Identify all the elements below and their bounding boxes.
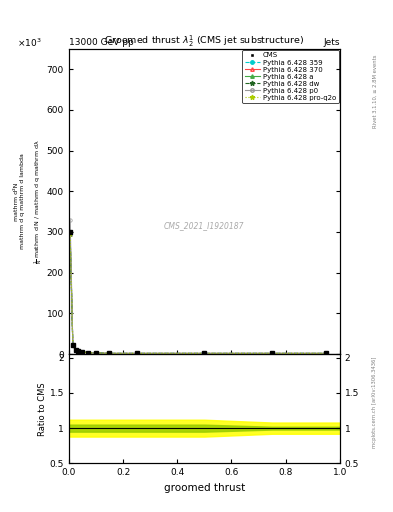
- Text: Rivet 3.1.10, ≥ 2.8M events: Rivet 3.1.10, ≥ 2.8M events: [373, 55, 378, 128]
- Text: mcplots.cern.ch [arXiv:1306.3436]: mcplots.cern.ch [arXiv:1306.3436]: [373, 356, 378, 448]
- Y-axis label: Ratio to CMS: Ratio to CMS: [38, 382, 47, 436]
- Text: Jets: Jets: [323, 38, 340, 47]
- Legend: CMS, Pythia 6.428 359, Pythia 6.428 370, Pythia 6.428 a, Pythia 6.428 dw, Pythia: CMS, Pythia 6.428 359, Pythia 6.428 370,…: [242, 50, 338, 103]
- Text: $\times 10^3$: $\times 10^3$: [17, 36, 42, 49]
- Title: Groomed thrust $\lambda_2^1$ (CMS jet substructure): Groomed thrust $\lambda_2^1$ (CMS jet su…: [104, 33, 305, 49]
- X-axis label: groomed thrust: groomed thrust: [164, 483, 245, 493]
- Y-axis label: mathrm d²N
mathrm d q mathrm d lambda

$\frac{1}{\mathrm{N}}$ mathrm d N / mathr: mathrm d²N mathrm d q mathrm d lambda $\…: [14, 139, 44, 264]
- Text: 13000 GeV pp: 13000 GeV pp: [69, 38, 134, 47]
- Text: CMS_2021_I1920187: CMS_2021_I1920187: [164, 221, 244, 230]
